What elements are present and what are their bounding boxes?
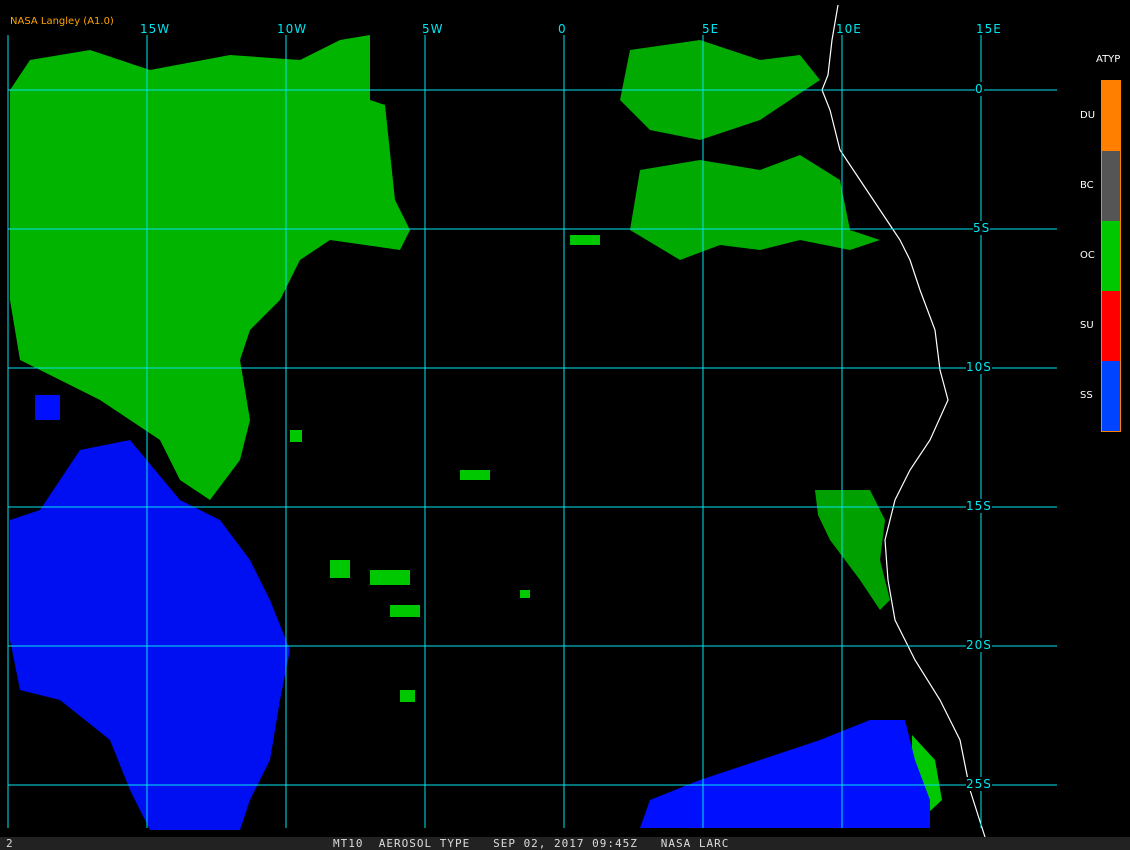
legend-label: DU	[1080, 110, 1096, 121]
legend-swatch-ss	[1102, 361, 1120, 431]
oc-region-congo	[630, 155, 880, 260]
footer-bar: 2 MT10 AEROSOL TYPE SEP 02, 2017 09:45Z …	[0, 837, 1130, 850]
longitude-label: 10E	[836, 22, 862, 36]
credit-label: NASA Langley (A1.0)	[10, 16, 114, 27]
latitude-label: 10S	[966, 360, 992, 374]
longitude-label: 5E	[702, 22, 720, 36]
legend-swatch-su	[1102, 291, 1120, 361]
legend-label: BC	[1080, 180, 1094, 191]
legend-swatch-du	[1102, 81, 1120, 151]
aerosol-fields	[10, 35, 942, 830]
legend-swatch-oc	[1102, 221, 1120, 291]
longitude-label: 0	[558, 22, 567, 36]
oc-region-angola	[815, 490, 890, 610]
longitude-label: 15E	[976, 22, 1002, 36]
oc-region-northwest	[10, 35, 410, 500]
legend-colorbar	[1101, 80, 1121, 432]
longitude-label: 10W	[277, 22, 308, 36]
aerosol-type-legend: ATYP DU BC OC SU SS	[1070, 50, 1130, 440]
coastline	[821, 4, 986, 837]
latitude-label: 20S	[966, 638, 992, 652]
frame-number: 2	[6, 837, 13, 850]
legend-swatch-bc	[1102, 151, 1120, 221]
legend-label: SU	[1080, 320, 1094, 331]
latitude-label: 5S	[973, 221, 991, 235]
latitude-label: 15S	[966, 499, 992, 513]
latitude-label: 0	[975, 82, 984, 96]
longitude-label: 5W	[422, 22, 444, 36]
ss-region-west-patch	[35, 395, 60, 420]
ss-region-south	[640, 720, 930, 828]
ss-region-southwest	[10, 440, 290, 830]
longitude-label: 15W	[140, 22, 171, 36]
footer-title: MT10 AEROSOL TYPE SEP 02, 2017 09:45Z NA…	[333, 837, 730, 850]
legend-label: OC	[1080, 250, 1095, 261]
oc-scattered	[290, 235, 600, 702]
lat-lon-grid	[7, 35, 1057, 828]
latitude-label: 25S	[966, 777, 992, 791]
legend-label: SS	[1080, 390, 1093, 401]
legend-title: ATYP	[1096, 54, 1121, 65]
